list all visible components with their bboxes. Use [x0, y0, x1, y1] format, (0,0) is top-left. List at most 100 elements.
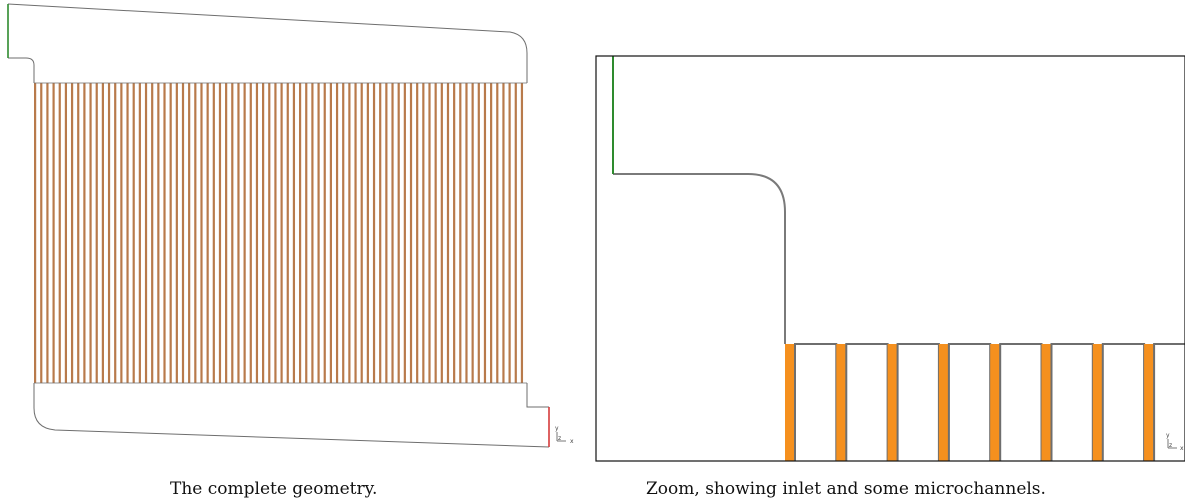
microchannel: [138, 83, 141, 383]
axis-label-x: x: [1180, 445, 1184, 452]
microchannel: [490, 83, 493, 383]
microchannel: [446, 83, 450, 383]
microchannel: [114, 83, 117, 383]
microchannel: [169, 83, 172, 383]
axis-triad-icon: y z x: [555, 425, 574, 445]
microchannel: [58, 83, 61, 383]
microchannel: [391, 83, 394, 383]
figure-canvas: y z x y z x: [7, 3, 1185, 462]
microchannel: [508, 83, 511, 383]
microchannel: [329, 83, 332, 383]
axis-label-y: y: [555, 425, 559, 432]
microchannel: [1041, 344, 1052, 461]
microchannel: [305, 83, 308, 383]
microchannel: [46, 83, 49, 383]
microchannel: [990, 344, 1001, 461]
microchannel: [1144, 344, 1155, 461]
microchannel: [354, 83, 357, 383]
microchannel: [317, 83, 320, 383]
microchannel: [335, 83, 339, 383]
microchannel: [243, 83, 246, 383]
microchannel: [428, 83, 431, 383]
microchannel: [188, 83, 191, 383]
microchannel: [409, 83, 413, 383]
microchannel: [144, 83, 148, 383]
axis-label-z: z: [558, 435, 561, 442]
microchannel: [249, 83, 252, 383]
microchannel: [403, 83, 406, 383]
microchannel: [52, 83, 55, 383]
microchannel: [274, 83, 277, 383]
microchannel: [218, 83, 222, 383]
microchannel: [212, 83, 215, 383]
microchannel: [292, 83, 296, 383]
zoom-outline: [613, 173, 786, 344]
axis-triad-icon: y z x: [1166, 432, 1184, 452]
microchannel: [453, 83, 456, 383]
microchannel: [64, 83, 68, 383]
caption-complete-geometry: The complete geometry.: [170, 479, 378, 499]
microchannel: [514, 83, 517, 383]
microchannel: [83, 83, 86, 383]
microchannel: [342, 83, 345, 383]
microchannel: [286, 83, 289, 383]
channel-wall: [896, 343, 940, 461]
microchannel: [785, 344, 795, 461]
microchannel: [237, 83, 240, 383]
microchannel: [101, 83, 104, 383]
microchannel: [132, 83, 135, 383]
microchannel: [440, 83, 443, 383]
microchannel: [157, 83, 160, 383]
microchannel: [194, 83, 197, 383]
channel-wall: [1153, 343, 1185, 461]
microchannel: [77, 83, 80, 383]
channel-wall: [947, 343, 992, 461]
microchannel: [298, 83, 302, 383]
microchannel: [311, 83, 314, 383]
microchannel: [520, 83, 524, 383]
microchannel: [496, 83, 499, 383]
microchannel: [40, 83, 43, 383]
microchannel-zoom-array: [785, 343, 1185, 461]
channel-wall: [794, 343, 838, 461]
microchannel: [366, 83, 369, 383]
channel-wall: [999, 343, 1043, 461]
channel-wall: [1050, 343, 1094, 461]
microchannel: [372, 83, 376, 383]
microchannel: [483, 83, 487, 383]
microchannel: [231, 83, 234, 383]
microchannel: [206, 83, 209, 383]
microchannel: [459, 83, 462, 383]
microchannel: [416, 83, 419, 383]
microchannel: [34, 83, 37, 383]
microchannel: [502, 83, 505, 383]
microchannel: [70, 83, 74, 383]
microchannel-array: [34, 82, 527, 384]
microchannel: [126, 83, 129, 383]
microchannel: [434, 83, 437, 383]
microchannel: [200, 83, 203, 383]
axis-label-z: z: [1169, 442, 1172, 449]
microchannel: [181, 83, 185, 383]
axis-label-y: y: [1166, 432, 1170, 439]
microchannel: [348, 83, 351, 383]
zoom-panel: y z x: [595, 55, 1185, 462]
zoom-frame: [595, 55, 1185, 462]
axis-label-x: x: [570, 438, 574, 445]
microchannel: [938, 344, 949, 461]
microchannel: [836, 344, 847, 461]
microchannel: [107, 83, 111, 383]
microchannel: [465, 83, 468, 383]
channel-wall: [1101, 343, 1146, 461]
microchannel: [422, 83, 425, 383]
caption-zoom: Zoom, showing inlet and some microchanne…: [646, 479, 1046, 499]
microchannel: [471, 83, 474, 383]
microchannel: [89, 83, 92, 383]
microchannel: [1092, 344, 1103, 461]
microchannel: [95, 83, 98, 383]
microchannel: [268, 83, 271, 383]
microchannel: [477, 83, 480, 383]
microchannel: [280, 83, 283, 383]
microchannel: [175, 83, 178, 383]
microchannel: [262, 83, 265, 383]
